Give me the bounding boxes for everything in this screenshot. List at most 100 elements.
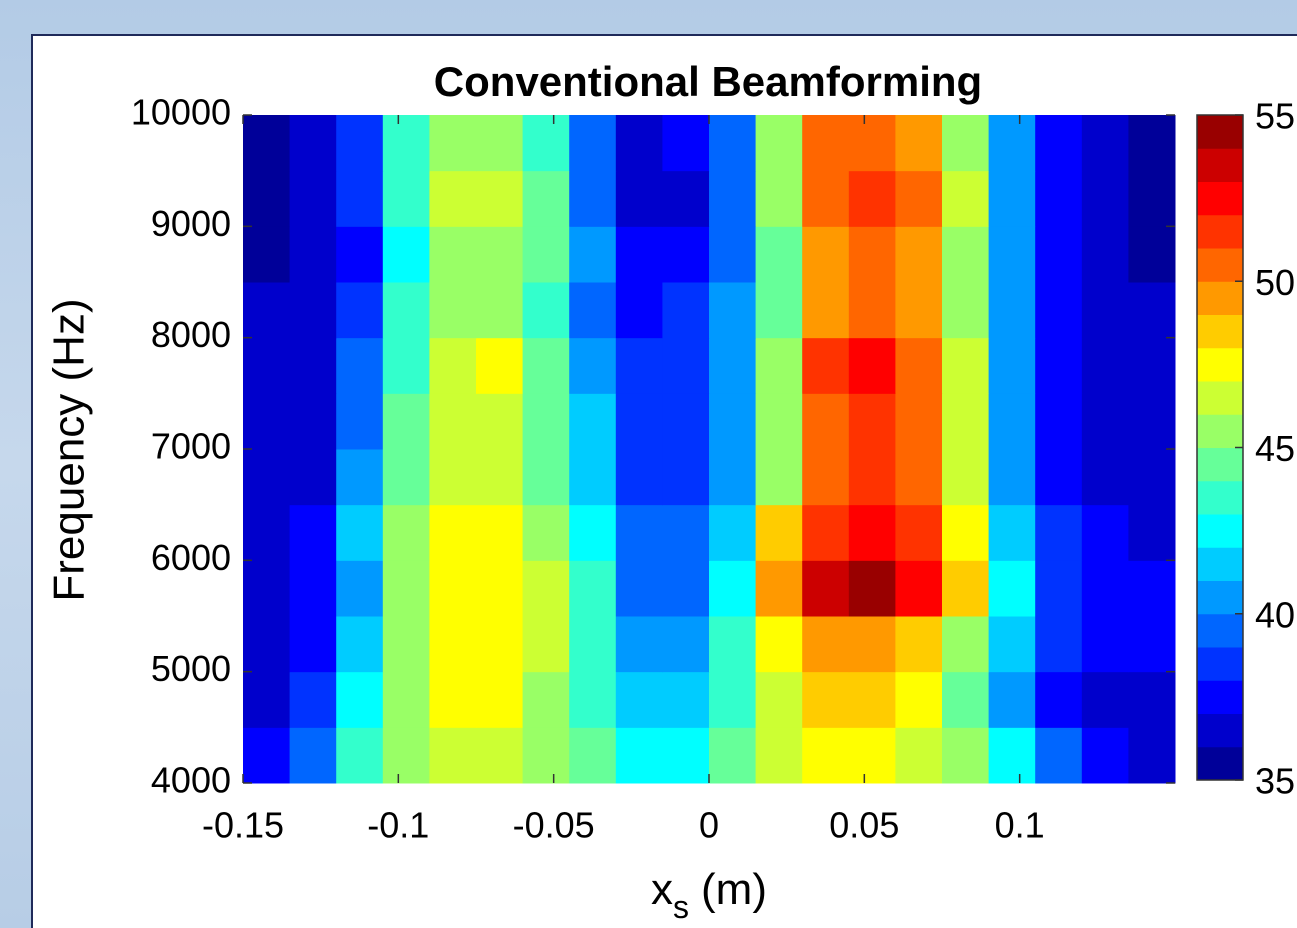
x-label-subscript: s xyxy=(673,889,689,925)
heatmap-cell xyxy=(382,393,430,450)
heatmap-cell xyxy=(662,449,710,506)
heatmap-cell xyxy=(615,170,663,227)
heatmap-cell xyxy=(522,226,570,283)
heatmap-cell xyxy=(522,282,570,339)
heatmap-cell xyxy=(476,170,524,227)
heatmap-cell xyxy=(662,337,710,394)
heatmap-cell xyxy=(662,560,710,617)
heatmap-cell xyxy=(289,337,337,394)
heatmap-cell xyxy=(243,282,291,339)
colorbar-segment xyxy=(1197,214,1243,249)
heatmap-cell xyxy=(289,504,337,561)
heatmap-cell xyxy=(942,115,990,172)
heatmap-cell xyxy=(569,115,617,172)
x-label-rest: (m) xyxy=(701,865,767,914)
x-tick-label: -0.1 xyxy=(367,805,429,846)
heatmap-cell xyxy=(615,337,663,394)
heatmap-cell xyxy=(336,449,384,506)
heatmap-cell xyxy=(802,560,850,617)
heatmap-cell xyxy=(662,115,710,172)
y-axis-label: Frequency (Hz) xyxy=(45,298,94,601)
heatmap-cell xyxy=(243,170,291,227)
colorbar-segment xyxy=(1197,580,1243,615)
heatmap-cell xyxy=(1035,282,1083,339)
colorbar-segment xyxy=(1197,181,1243,216)
heatmap-cell xyxy=(1128,115,1176,172)
heatmap-cell xyxy=(895,504,943,561)
heatmap-cell xyxy=(942,337,990,394)
colorbar-tick-label: 40 xyxy=(1255,594,1295,635)
heatmap-cell xyxy=(988,560,1036,617)
x-tick-label: 0 xyxy=(699,805,719,846)
heatmap-cell xyxy=(476,616,524,673)
heatmap-cell xyxy=(755,560,803,617)
heatmap-cell xyxy=(243,226,291,283)
heatmap-cell xyxy=(802,671,850,728)
heatmap-cell xyxy=(289,393,337,450)
chart-title: Conventional Beamforming xyxy=(434,58,982,105)
heatmap-cell xyxy=(709,616,757,673)
y-tick-label: 5000 xyxy=(151,648,231,689)
heatmap-cell xyxy=(615,282,663,339)
colorbar-tick-label: 45 xyxy=(1255,428,1295,469)
heatmap-cell xyxy=(243,393,291,450)
heatmap-cell xyxy=(942,727,990,784)
heatmap-cell xyxy=(848,282,896,339)
heatmap-cell xyxy=(522,671,570,728)
heatmap-cell xyxy=(895,226,943,283)
colorbar-segment xyxy=(1197,148,1243,182)
heatmap-cell xyxy=(1081,727,1129,784)
heatmap-cell xyxy=(895,449,943,506)
y-tick-label: 4000 xyxy=(151,760,231,801)
heatmap-cell xyxy=(1128,449,1176,506)
heatmap-cell xyxy=(429,727,477,784)
heatmap-cell xyxy=(569,616,617,673)
heatmap-cell xyxy=(1128,393,1176,450)
heatmap-cell xyxy=(429,337,477,394)
heatmap-cell xyxy=(848,115,896,172)
heatmap-cell xyxy=(988,671,1036,728)
heatmap-cell xyxy=(755,616,803,673)
colorbar-segment xyxy=(1197,746,1243,781)
heatmap-cell xyxy=(755,504,803,561)
heatmap-cell xyxy=(289,727,337,784)
heatmap-cell xyxy=(802,170,850,227)
heatmap-cell xyxy=(988,115,1036,172)
heatmap-cell xyxy=(895,337,943,394)
heatmap-cell xyxy=(1035,115,1083,172)
heatmap-cell xyxy=(1128,504,1176,561)
colorbar-segment xyxy=(1197,381,1243,415)
heatmap-cell xyxy=(1128,226,1176,283)
heatmap-cell xyxy=(1081,170,1129,227)
heatmap-cell xyxy=(942,504,990,561)
heatmap-cell xyxy=(802,337,850,394)
colorbar-segment xyxy=(1197,414,1243,448)
heatmap-cell xyxy=(1081,393,1129,450)
heatmap-cell xyxy=(615,616,663,673)
heatmap-cell xyxy=(755,282,803,339)
heatmap-cell xyxy=(1035,616,1083,673)
y-tick-label: 9000 xyxy=(151,203,231,244)
heatmap-cell xyxy=(336,115,384,172)
heatmap-cell xyxy=(429,393,477,450)
heatmap-cell xyxy=(382,727,430,784)
heatmap-cell xyxy=(1035,226,1083,283)
heatmap-cell xyxy=(1128,560,1176,617)
heatmap-cell xyxy=(662,170,710,227)
heatmap-cell xyxy=(569,671,617,728)
heatmap-cell xyxy=(336,671,384,728)
heatmap-cell xyxy=(988,282,1036,339)
colorbar-tick-label: 55 xyxy=(1255,96,1295,137)
heatmap-cell xyxy=(848,616,896,673)
heatmap-cell xyxy=(988,727,1036,784)
heatmap-cell xyxy=(895,616,943,673)
heatmap-cell xyxy=(289,449,337,506)
heatmap-cell xyxy=(522,560,570,617)
heatmap-cell xyxy=(662,226,710,283)
heatmap-cell xyxy=(802,282,850,339)
heatmap-cell xyxy=(709,504,757,561)
heatmap-cell xyxy=(848,337,896,394)
heatmap-cell xyxy=(802,393,850,450)
